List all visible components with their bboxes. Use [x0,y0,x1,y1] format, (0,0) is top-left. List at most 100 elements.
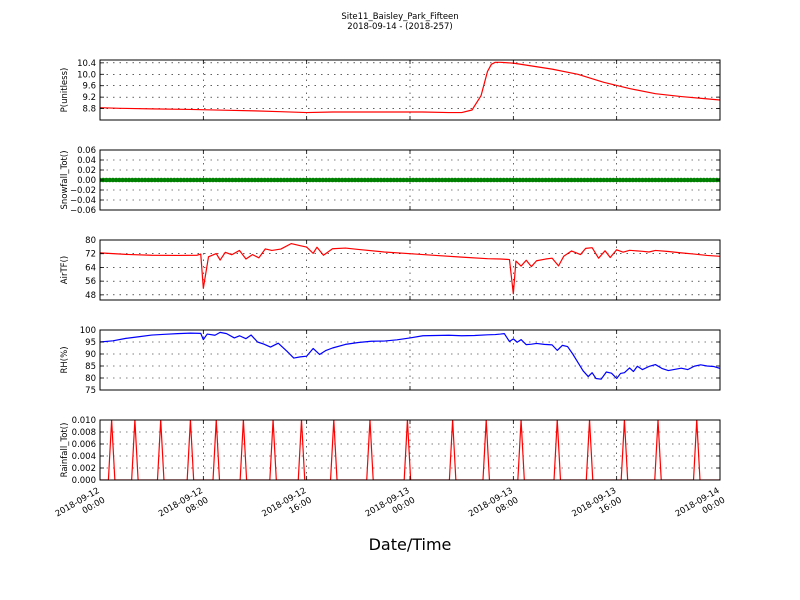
y-tick-label: 64 [85,263,96,273]
data-point [265,177,271,183]
data-point [120,177,125,183]
data-point [297,177,303,183]
y-tick-label: 9.6 [82,82,96,92]
data-point [504,177,510,183]
data-point [530,177,536,183]
data-point [294,177,300,183]
data-point [194,177,200,183]
data-point [255,177,261,183]
data-point [417,177,422,183]
data-point [488,177,494,183]
data-point [155,177,161,183]
data-point [614,177,619,183]
data-point [485,177,490,183]
y-tick-label: 0.000 [72,476,96,486]
data-point [446,177,452,183]
axes-frame [99,239,721,301]
axes-frame [99,329,721,391]
y-tick-label: 10.0 [77,70,96,80]
x-tick-label: 2018-09-1300:00 [364,486,417,529]
data-point [168,177,174,183]
y-tick-label: 100 [80,326,96,336]
y-tick-label: 0.010 [72,416,96,426]
data-point [591,177,597,183]
y-tick-label: 10.4 [77,59,96,69]
panel-1: 8.8 9.29.6 10.010.4 P(unitless) [60,59,721,121]
y-tick-label: −0.04 [70,196,96,206]
y-tick-label: 0.02 [77,166,96,176]
data-point [365,177,371,183]
data-point [662,177,668,183]
data-point [456,177,461,183]
data-point [678,177,684,183]
series-group [100,331,720,380]
data-point [553,177,558,183]
data-point [472,177,477,183]
data-point [210,177,216,183]
data-point [672,177,678,183]
data-point [278,177,284,183]
data-point [420,177,426,183]
data-point [326,177,332,183]
data-point [320,177,326,183]
data-point [640,177,645,183]
data-point [643,177,649,183]
data-point [401,177,406,183]
data-point [439,177,445,183]
data-point [601,177,607,183]
data-point [213,177,219,183]
y-tick-label: 48 [85,291,96,301]
data-point [175,177,180,183]
data-point [546,177,552,183]
data-point [675,177,681,183]
series-group [100,243,720,295]
data-point [711,177,716,183]
x-tick-label: 2018-09-1308:00 [467,486,520,529]
data-point [517,177,523,183]
data-point [582,177,587,183]
data-point [123,177,129,183]
y-tick-label: 72 [85,250,96,260]
data-point [314,177,319,183]
data-point [304,177,309,183]
series-group [100,177,720,183]
data-point [372,177,377,183]
data-point [288,177,293,183]
figure-subtitle: 2018-09-14 - (2018-257) [347,22,452,32]
data-point [695,177,700,183]
data-point [346,177,351,183]
data-point [207,177,213,183]
data-point [494,177,500,183]
data-point [633,177,639,183]
data-point [184,177,190,183]
data-point [356,177,361,183]
data-point [481,177,487,183]
data-point [236,177,242,183]
y-axis-label: AirTF() [60,256,70,284]
data-point [162,177,167,183]
y-tick-label: 0.006 [72,440,96,450]
data-point [653,177,658,183]
y-axis-label: Rainfall_Tot() [60,423,70,478]
data-point [585,177,590,183]
data-point [669,177,674,183]
data-point [239,177,245,183]
data-point [507,177,513,183]
data-point [139,177,145,183]
data-point [317,177,322,183]
data-point [233,177,238,183]
y-tick-label: 56 [85,277,96,287]
panel-4: 75 80 85 90 95 100 RH(%) [60,326,721,396]
data-point [126,177,132,183]
y-tick-label: 0.00 [77,176,96,186]
data-point [514,177,519,183]
data-point [491,177,497,183]
axes-frame [99,59,721,121]
y-axis-label: Snowfall_Tot() [60,150,70,209]
data-point [543,177,548,183]
data-point [691,177,697,183]
data-point [349,177,355,183]
series-line [100,420,720,480]
data-point [598,177,603,183]
